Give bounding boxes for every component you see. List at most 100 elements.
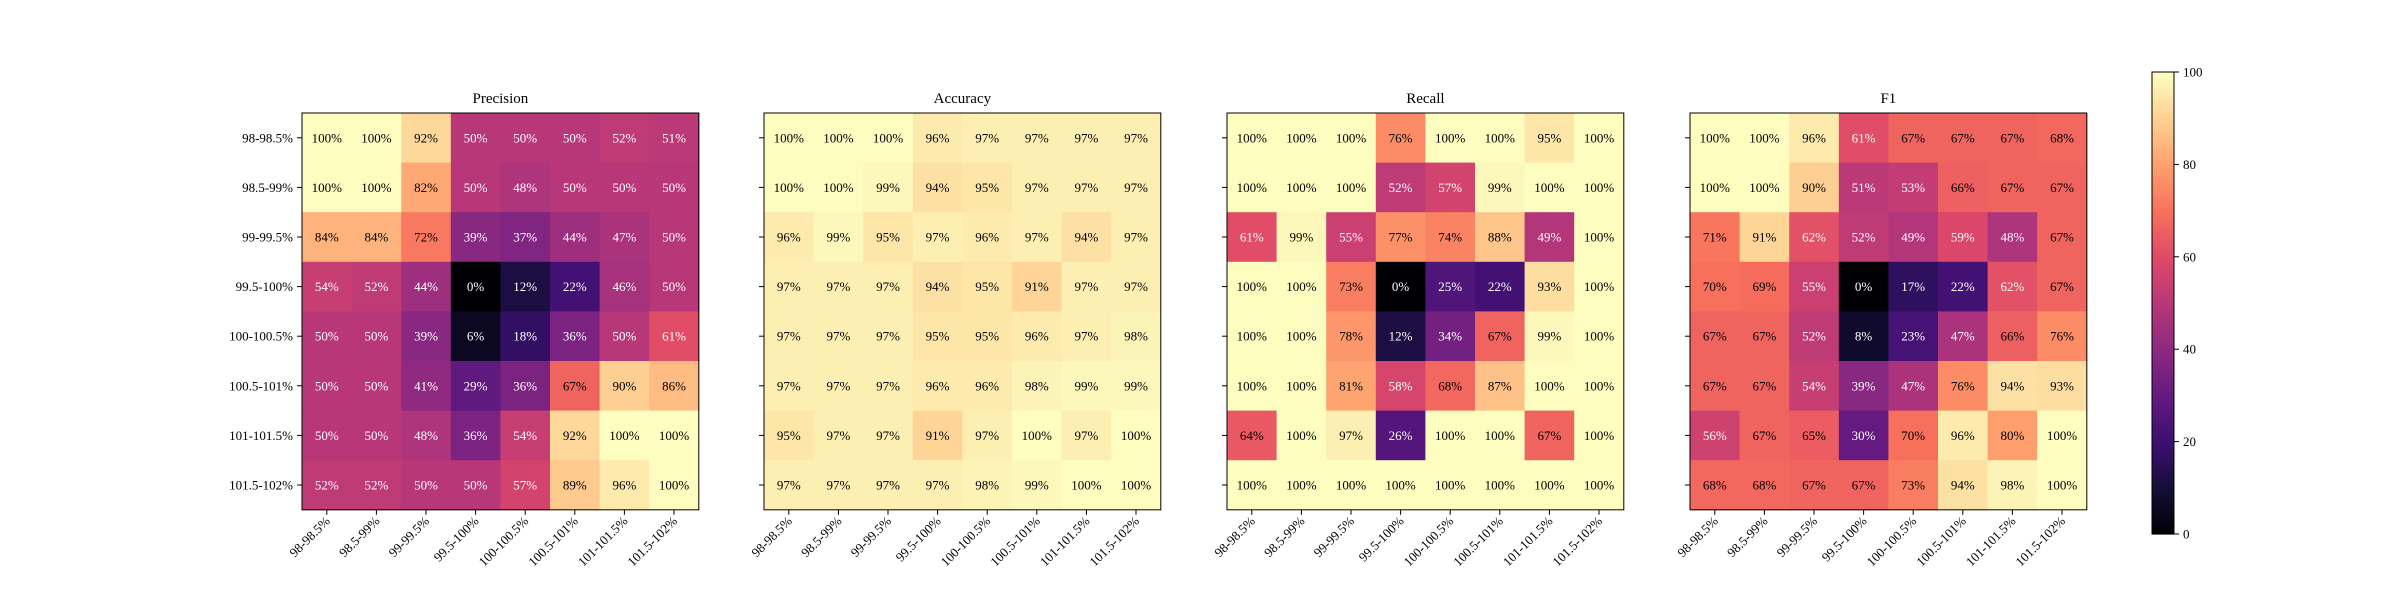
colorbar-segment — [2152, 160, 2174, 165]
cell-value-label: 100% — [1237, 478, 1268, 493]
heatmap-cell — [1739, 212, 1790, 263]
colorbar-tick-label: 40 — [2183, 342, 2196, 357]
heatmap-cell — [401, 212, 452, 263]
heatmap-cell — [1227, 261, 1278, 312]
heatmap-cell — [1111, 261, 1162, 312]
cell-value-label: 92% — [563, 428, 587, 443]
heatmap-cell — [1987, 361, 2038, 412]
cell-value-label: 99% — [826, 230, 850, 245]
cell-value-label: 100% — [1286, 180, 1317, 195]
heatmap-cell — [1987, 460, 2038, 511]
cell-value-label: 47% — [1951, 329, 1975, 344]
heatmap-cell — [1276, 361, 1327, 412]
heatmap-cell — [1838, 410, 1889, 461]
cell-value-label: 67% — [1703, 378, 1727, 393]
colorbar-segment — [2152, 399, 2174, 404]
cell-value-label: 66% — [2000, 329, 2024, 344]
heatmap-cell — [1227, 361, 1278, 412]
colorbar-segment — [2152, 387, 2174, 393]
heatmap-cell — [863, 212, 914, 263]
colorbar-segment — [2152, 218, 2174, 223]
colorbar-segment — [2152, 233, 2174, 239]
cell-value-label: 100% — [1286, 428, 1317, 443]
cell-value-label: 30% — [1852, 428, 1876, 443]
cell-value-label: 62% — [2000, 279, 2024, 294]
cell-value-label: 97% — [826, 478, 850, 493]
colorbar-segment — [2152, 457, 2174, 462]
heatmap-cell — [302, 311, 353, 362]
colorbar-segment — [2152, 368, 2174, 373]
x-tick-label: 98-98.5% — [1674, 513, 1721, 560]
heatmap-cell — [1227, 311, 1278, 362]
colorbar-segment — [2152, 449, 2174, 454]
cell-value-label: 49% — [1537, 230, 1561, 245]
colorbar-segment — [2152, 349, 2174, 354]
cell-value-label: 22% — [1951, 279, 1975, 294]
y-tick-label: 100.5-101% — [229, 378, 293, 393]
cell-value-label: 29% — [464, 378, 488, 393]
heatmap-cell — [1475, 113, 1526, 164]
colorbar-segment — [2152, 191, 2174, 196]
heatmap-cell — [863, 311, 914, 362]
colorbar-segment — [2152, 303, 2174, 308]
heatmap-cell — [1739, 162, 1790, 213]
heatmap-cell — [2037, 311, 2088, 362]
colorbar-segment — [2152, 98, 2174, 104]
heatmap-cell — [351, 460, 402, 511]
colorbar-segment — [2152, 122, 2174, 127]
heatmap-cell — [351, 162, 402, 213]
heatmap-cell — [1012, 212, 1063, 263]
heatmap-cell — [401, 361, 452, 412]
cell-value-label: 100% — [1584, 130, 1615, 145]
colorbar-tick-label: 20 — [2183, 434, 2196, 449]
cell-value-label: 97% — [826, 428, 850, 443]
heatmap-cell — [1789, 261, 1840, 312]
cell-value-label: 50% — [662, 180, 686, 195]
heatmap-cell — [1789, 361, 1840, 412]
y-tick-label: 99-99.5% — [242, 230, 293, 245]
heatmap-cell — [1938, 460, 1989, 511]
colorbar-segment — [2152, 291, 2174, 296]
x-tick-label: 101.5-102% — [2012, 513, 2068, 569]
colorbar-segment — [2152, 518, 2174, 524]
cell-value-label: 84% — [364, 230, 388, 245]
colorbar-segment — [2152, 460, 2174, 466]
cell-value-label: 55% — [1802, 279, 1826, 294]
heatmap-cell — [962, 212, 1013, 263]
cell-value-label: 100% — [1584, 428, 1615, 443]
cell-value-label: 100% — [1534, 378, 1565, 393]
cell-value-label: 76% — [1951, 378, 1975, 393]
colorbar-segment — [2152, 156, 2174, 162]
heatmap-cell — [1690, 212, 1741, 263]
cell-value-label: 100% — [774, 180, 805, 195]
heatmap-cell — [500, 162, 551, 213]
heatmap-cell — [1524, 212, 1575, 263]
cell-value-label: 61% — [662, 329, 686, 344]
heatmap-cell — [599, 261, 650, 312]
x-tick-label: 101-101.5% — [1963, 513, 2019, 569]
heatmap-cell — [863, 460, 914, 511]
cell-value-label: 91% — [1025, 279, 1049, 294]
heatmap-cell — [1789, 113, 1840, 164]
heatmap-cell — [1888, 113, 1939, 164]
cell-value-label: 54% — [315, 279, 339, 294]
heatmap-cell — [1739, 410, 1790, 461]
heatmap-cell — [450, 162, 501, 213]
cell-value-label: 70% — [1901, 428, 1925, 443]
heatmap-cell — [962, 361, 1013, 412]
cell-value-label: 100% — [1534, 478, 1565, 493]
colorbar-segment — [2152, 168, 2174, 173]
heatmap-cell — [912, 162, 963, 213]
cell-value-label: 97% — [876, 279, 900, 294]
heatmap-cell — [1276, 460, 1327, 511]
cell-value-label: 37% — [513, 230, 537, 245]
heatmap-cell — [1888, 162, 1939, 213]
cell-value-label: 52% — [364, 279, 388, 294]
heatmap-cell — [1326, 261, 1377, 312]
cell-value-label: 36% — [513, 378, 537, 393]
heatmap-cell — [1375, 361, 1426, 412]
cell-value-label: 98% — [2000, 478, 2024, 493]
cell-value-label: 100% — [1022, 428, 1053, 443]
colorbar-segment — [2152, 299, 2174, 304]
heatmap-cell — [1938, 261, 1989, 312]
